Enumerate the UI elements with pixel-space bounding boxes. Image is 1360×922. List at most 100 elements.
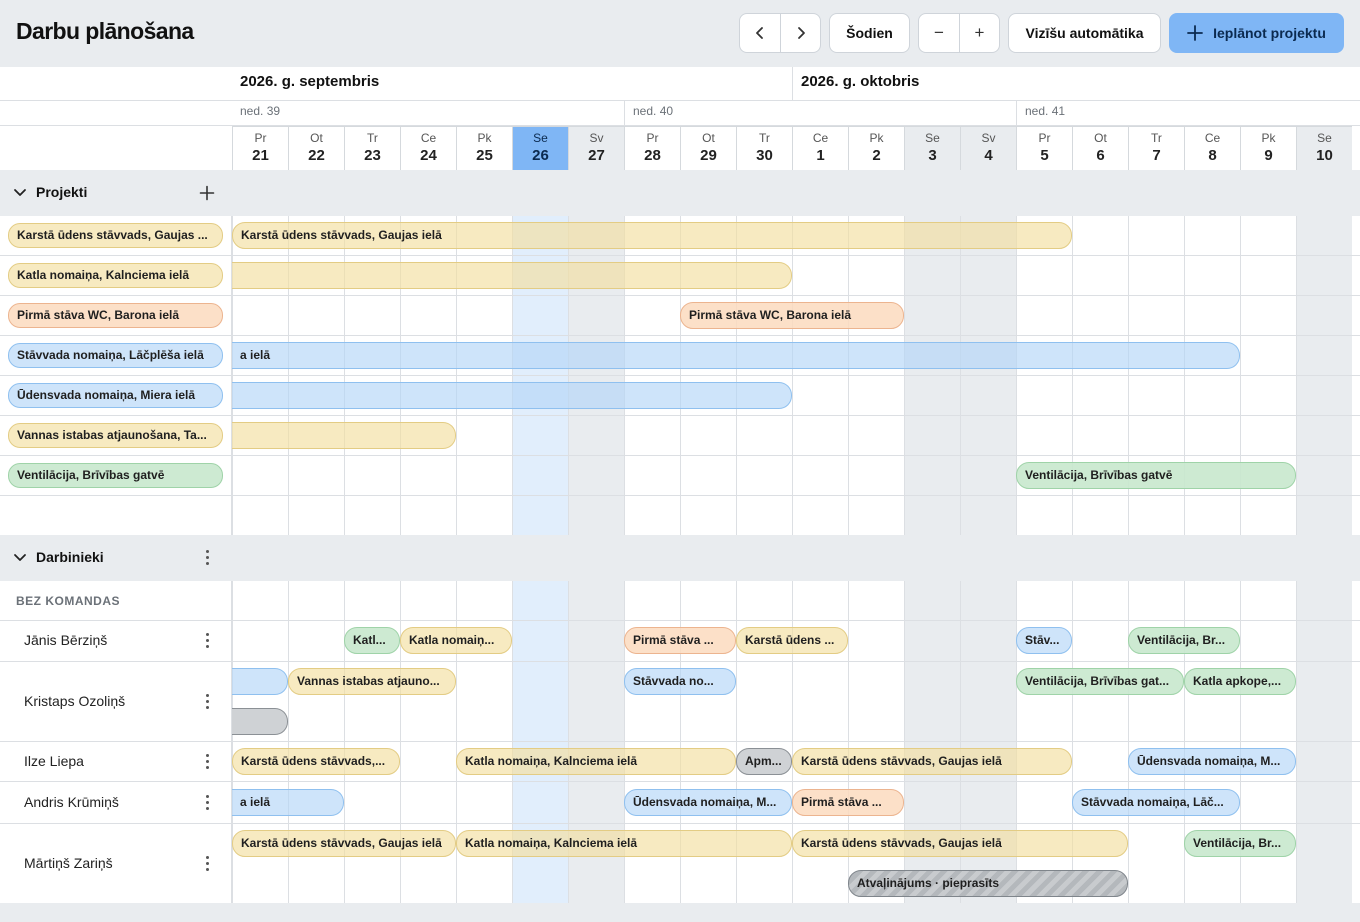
assignment-bar[interactable]: Katla apkope,...	[1184, 668, 1296, 695]
vacation-request-bar[interactable]: Atvaļinājums · pieprasīts	[848, 870, 1128, 897]
visit-automation-button[interactable]: Vizīšu automātika	[1008, 13, 1161, 53]
day-column-header[interactable]: Se 3	[904, 126, 960, 170]
project-pill-hot-water[interactable]: Karstā ūdens stāvvads, Gaujas ...	[8, 223, 223, 248]
today-button[interactable]: Šodien	[829, 13, 910, 53]
project-pill-riser[interactable]: Stāvvada nomaiņa, Lāčplēša ielā	[8, 343, 223, 368]
assignment-bar[interactable]: Karstā ūdens stāvvads, Gaujas ielā	[232, 830, 456, 857]
assignment-bar[interactable]: Ūdensvada nomaiņa, M...	[624, 789, 792, 816]
kebab-menu-icon[interactable]	[204, 633, 210, 649]
day-column-header[interactable]: Ce 8	[1184, 126, 1240, 170]
assignment-bar[interactable]: Ventilācija, Br...	[1128, 627, 1240, 654]
assignment-bar[interactable]: Katla nomaiņa, Kalnciema ielā	[456, 830, 792, 857]
day-grid-column[interactable]	[680, 581, 736, 903]
day-column-header[interactable]: Tr 30	[736, 126, 792, 170]
day-column-header[interactable]: Tr 7	[1128, 126, 1184, 170]
project-bar[interactable]	[232, 422, 456, 449]
day-grid-column[interactable]	[400, 581, 456, 903]
kebab-menu-icon[interactable]	[204, 550, 210, 566]
day-column-header[interactable]: Se 10	[1296, 126, 1352, 170]
kebab-menu-icon[interactable]	[204, 795, 210, 811]
kebab-menu-icon[interactable]	[204, 694, 210, 710]
day-grid-column[interactable]	[848, 581, 904, 903]
day-column-header[interactable]: Pk 9	[1240, 126, 1296, 170]
assignment-bar[interactable]: Stāvvada nomaiņa, Lāč...	[1072, 789, 1240, 816]
day-grid-column[interactable]	[736, 581, 792, 903]
day-grid-column[interactable]	[456, 581, 512, 903]
assignment-bar[interactable]	[232, 668, 288, 695]
day-column-header[interactable]: Pr 28	[624, 126, 680, 170]
next-button[interactable]	[780, 14, 820, 52]
day-column-header[interactable]: Sv 4	[960, 126, 1016, 170]
day-grid-column[interactable]	[1128, 581, 1184, 903]
project-bar[interactable]: Ventilācija, Brīvības gatvē	[1016, 462, 1296, 489]
worker-name[interactable]: Andris Krūmiņš	[24, 794, 119, 810]
project-pill-water-main[interactable]: Ūdensvada nomaiņa, Miera ielā	[8, 383, 223, 408]
assignment-bar[interactable]: Pirmā stāva ...	[624, 627, 736, 654]
project-pill-wc[interactable]: Pirmā stāva WC, Barona ielā	[8, 303, 223, 328]
timeline-row-divider	[232, 455, 1360, 456]
day-column-header[interactable]: Pr 21	[232, 126, 288, 170]
day-grid-column[interactable]	[792, 581, 848, 903]
previous-button[interactable]	[740, 14, 780, 52]
project-bar[interactable]: Karstā ūdens stāvvads, Gaujas ielā	[232, 222, 1072, 249]
day-column-header[interactable]: Ce 1	[792, 126, 848, 170]
day-column-header[interactable]: Ce 24	[400, 126, 456, 170]
assignment-bar[interactable]: Katla nomaiņa, Kalnciema ielā	[456, 748, 736, 775]
day-grid-column[interactable]	[1296, 581, 1352, 903]
day-grid-column[interactable]	[232, 581, 288, 903]
day-column-header[interactable]: Ot 6	[1072, 126, 1128, 170]
day-column-header[interactable]: Ot 22	[288, 126, 344, 170]
project-pill-bathroom[interactable]: Vannas istabas atjaunošana, Ta...	[8, 423, 223, 448]
project-pill-boiler[interactable]: Katla nomaiņa, Kalnciema ielā	[8, 263, 223, 288]
assignment-bar[interactable]: Karstā ūdens stāvvads,...	[232, 748, 400, 775]
assignment-bar[interactable]	[232, 708, 288, 735]
worker-name[interactable]: Jānis Bērziņš	[24, 632, 108, 648]
zoom-out-button[interactable]: −	[934, 23, 944, 42]
assignment-bar[interactable]: Katl...	[344, 627, 400, 654]
project-pill-ventilation[interactable]: Ventilācija, Brīvības gatvē	[8, 463, 223, 488]
worker-name[interactable]: Ilze Liepa	[24, 753, 84, 769]
day-column-header[interactable]: Pr 5	[1016, 126, 1072, 170]
assignment-bar[interactable]: Karstā ūdens stāvvads, Gaujas ielā	[792, 748, 1072, 775]
day-column-header[interactable]: Pk 2	[848, 126, 904, 170]
day-grid-column[interactable]	[1016, 581, 1072, 903]
project-bar[interactable]: Pirmā stāva WC, Barona ielā	[680, 302, 904, 329]
project-bar[interactable]	[232, 382, 792, 409]
assignment-bar[interactable]: Karstā ūdens stāvvads, Gaujas ielā	[792, 830, 1128, 857]
assignment-bar[interactable]: Stāv...	[1016, 627, 1072, 654]
assignment-bar[interactable]: Ventilācija, Brīvības gat...	[1016, 668, 1184, 695]
add-project-icon[interactable]	[199, 185, 215, 201]
assignment-bar[interactable]: Vannas istabas atjauno...	[288, 668, 456, 695]
day-grid-column[interactable]	[288, 581, 344, 903]
day-column-header[interactable]: Pk 25	[456, 126, 512, 170]
schedule-project-button[interactable]: Ieplānot projektu	[1169, 13, 1344, 53]
day-grid-column[interactable]	[1240, 581, 1296, 903]
projects-section-header[interactable]: Projekti	[0, 170, 1360, 216]
kebab-menu-icon[interactable]	[204, 754, 210, 770]
day-column-header[interactable]: Se 26	[512, 126, 568, 170]
assignment-bar[interactable]: Apm...	[736, 748, 792, 775]
day-column-header[interactable]: Tr 23	[344, 126, 400, 170]
worker-name[interactable]: Kristaps Ozoliņš	[24, 693, 126, 709]
assignment-bar[interactable]: Ventilācija, Br...	[1184, 830, 1296, 857]
project-bar[interactable]: a ielā	[232, 342, 1240, 369]
assignment-bar[interactable]: Katla nomaiņ...	[400, 627, 512, 654]
day-grid-column[interactable]	[344, 581, 400, 903]
workers-section-header[interactable]: Darbinieki	[0, 535, 1360, 581]
kebab-menu-icon[interactable]	[204, 856, 210, 872]
day-grid-column[interactable]	[1072, 581, 1128, 903]
assignment-bar[interactable]: Ūdensvada nomaiņa, M...	[1128, 748, 1296, 775]
chevron-down-icon[interactable]	[12, 549, 28, 565]
chevron-down-icon[interactable]	[12, 184, 28, 200]
project-bar[interactable]	[232, 262, 792, 289]
assignment-bar[interactable]: Karstā ūdens ...	[736, 627, 848, 654]
assignment-bar[interactable]: Pirmā stāva ...	[792, 789, 904, 816]
zoom-in-button[interactable]: +	[959, 14, 999, 52]
day-grid-column[interactable]	[1184, 581, 1240, 903]
day-column-header[interactable]: Ot 29	[680, 126, 736, 170]
assignment-bar[interactable]: a ielā	[232, 789, 344, 816]
worker-name[interactable]: Mārtiņš Zariņš	[24, 855, 113, 871]
assignment-bar[interactable]: Stāvvada no...	[624, 668, 736, 695]
day-column-header[interactable]: Sv 27	[568, 126, 624, 170]
day-grid-column[interactable]	[624, 581, 680, 903]
